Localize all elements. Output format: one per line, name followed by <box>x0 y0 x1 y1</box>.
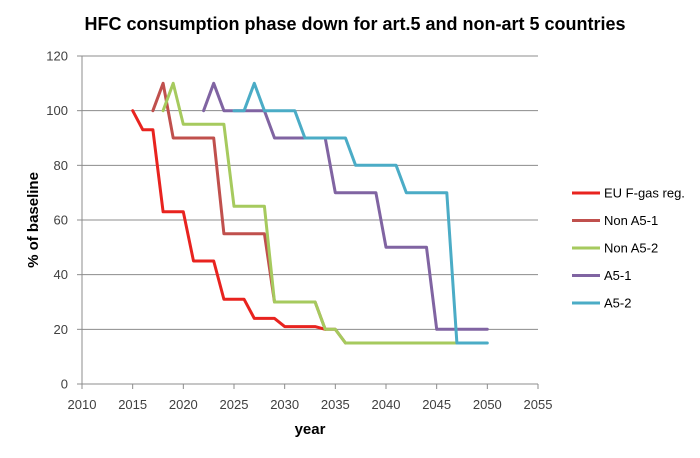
y-axis-title: % of baseline <box>25 172 42 268</box>
x-tick-label: 2040 <box>372 397 401 412</box>
y-tick-label: 80 <box>54 158 68 173</box>
x-tick-label: 2030 <box>270 397 299 412</box>
legend-label: EU F-gas reg. <box>604 186 685 201</box>
x-tick-label: 2025 <box>220 397 249 412</box>
series-line-5 <box>232 81 489 345</box>
series-lines <box>131 81 489 345</box>
legend-label: Non A5-1 <box>604 213 658 228</box>
series-line-4 <box>202 81 489 331</box>
y-tick-label: 100 <box>46 103 68 118</box>
legend: EU F-gas reg. Non A5-1 Non A5-2 A5-1 A5-2 <box>572 186 685 311</box>
y-tick-label: 0 <box>61 377 68 392</box>
x-axis-title: year <box>295 421 326 438</box>
x-tick-label: 2035 <box>321 397 350 412</box>
x-tick-label: 2015 <box>118 397 147 412</box>
x-tick-label: 2045 <box>422 397 451 412</box>
x-tick-label: 2010 <box>68 397 97 412</box>
y-tick-labels: 0 20 40 60 80 100 120 <box>46 49 68 392</box>
y-tick-label: 20 <box>54 322 68 337</box>
legend-label: A5-1 <box>604 268 631 283</box>
y-tick-label: 60 <box>54 213 68 228</box>
legend-label: Non A5-2 <box>604 241 658 256</box>
chart-title: HFC consumption phase down for art.5 and… <box>84 14 625 34</box>
x-tick-label: 2050 <box>473 397 502 412</box>
series-line-3 <box>161 81 459 345</box>
legend-label: A5-2 <box>604 296 631 311</box>
x-tick-label: 2055 <box>524 397 553 412</box>
axes <box>77 55 539 389</box>
y-tick-label: 40 <box>54 267 68 282</box>
series-line-1 <box>131 109 327 331</box>
x-tick-label: 2020 <box>169 397 198 412</box>
y-tick-label: 120 <box>46 49 68 64</box>
x-tick-labels: 2010 2015 2020 2025 2030 2035 2040 2045 2050 2055 <box>68 397 553 412</box>
